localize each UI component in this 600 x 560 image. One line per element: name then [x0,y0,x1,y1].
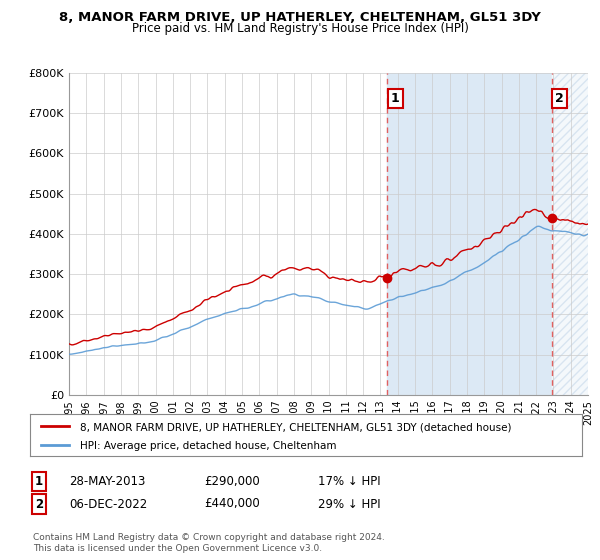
Text: 8, MANOR FARM DRIVE, UP HATHERLEY, CHELTENHAM, GL51 3DY (detached house): 8, MANOR FARM DRIVE, UP HATHERLEY, CHELT… [80,423,511,433]
Text: 28-MAY-2013: 28-MAY-2013 [69,475,145,488]
Text: Contains HM Land Registry data © Crown copyright and database right 2024.
This d: Contains HM Land Registry data © Crown c… [33,533,385,553]
Bar [552,73,588,395]
Text: 2: 2 [556,92,564,105]
Text: 17% ↓ HPI: 17% ↓ HPI [318,475,380,488]
Text: 1: 1 [391,92,400,105]
Text: £440,000: £440,000 [204,497,260,511]
Text: 06-DEC-2022: 06-DEC-2022 [69,497,147,511]
Text: 8, MANOR FARM DRIVE, UP HATHERLEY, CHELTENHAM, GL51 3DY: 8, MANOR FARM DRIVE, UP HATHERLEY, CHELT… [59,11,541,24]
Bar [552,73,588,395]
Text: 1: 1 [35,475,43,488]
Bar [388,73,552,395]
Text: Price paid vs. HM Land Registry's House Price Index (HPI): Price paid vs. HM Land Registry's House … [131,22,469,35]
Text: £290,000: £290,000 [204,475,260,488]
Bar [552,73,588,395]
Text: 29% ↓ HPI: 29% ↓ HPI [318,497,380,511]
Text: HPI: Average price, detached house, Cheltenham: HPI: Average price, detached house, Chel… [80,441,336,451]
Text: 2: 2 [35,497,43,511]
